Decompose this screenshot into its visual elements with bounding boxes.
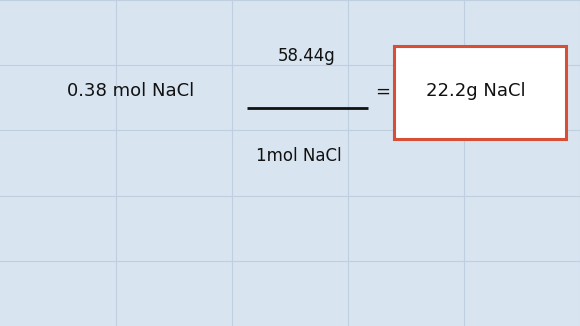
- Text: =: =: [375, 82, 390, 100]
- Text: 58.44g: 58.44g: [277, 47, 335, 65]
- Text: 22.2g NaCl: 22.2g NaCl: [426, 82, 525, 100]
- Text: 1mol NaCl: 1mol NaCl: [256, 147, 342, 165]
- FancyBboxPatch shape: [394, 46, 566, 139]
- Text: 0.38 mol NaCl: 0.38 mol NaCl: [67, 82, 194, 100]
